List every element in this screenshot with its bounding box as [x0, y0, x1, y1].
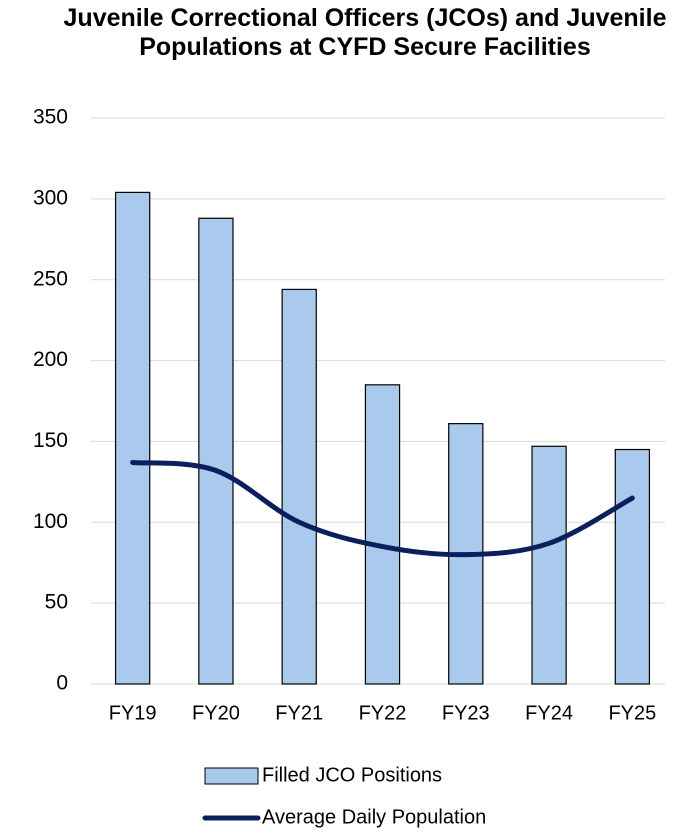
- bar: [114, 191, 151, 685]
- chart-title: Juvenile Correctional Officers (JCOs) an…: [63, 4, 667, 61]
- y-tick-label: 250: [33, 267, 68, 290]
- bar: [614, 448, 651, 685]
- x-tick-label: FY23: [442, 702, 490, 724]
- bar: [364, 384, 401, 685]
- x-tick-label: FY20: [192, 702, 240, 724]
- line: [130, 459, 635, 558]
- bar: [531, 445, 567, 685]
- x-tick-label: FY25: [608, 702, 656, 724]
- y-tick-label: 350: [33, 106, 68, 129]
- x-tick-label: FY24: [525, 702, 573, 724]
- legend-label: Filled JCO Positions: [262, 764, 442, 786]
- legend-swatch: [204, 767, 259, 785]
- y-tick-label: 200: [33, 348, 68, 371]
- x-tick-label: FY21: [275, 702, 323, 724]
- x-tick-label: FY19: [109, 702, 157, 724]
- y-tick-label: 150: [33, 429, 68, 452]
- x-tick-label: FY22: [359, 702, 407, 724]
- y-tick-label: 0: [56, 672, 68, 695]
- y-tick-label: 300: [33, 186, 68, 209]
- bar: [281, 288, 317, 685]
- bar: [198, 217, 234, 685]
- y-tick-label: 50: [45, 591, 68, 614]
- legend-label: Average Daily Population: [262, 806, 486, 828]
- y-tick-label: 100: [33, 510, 68, 533]
